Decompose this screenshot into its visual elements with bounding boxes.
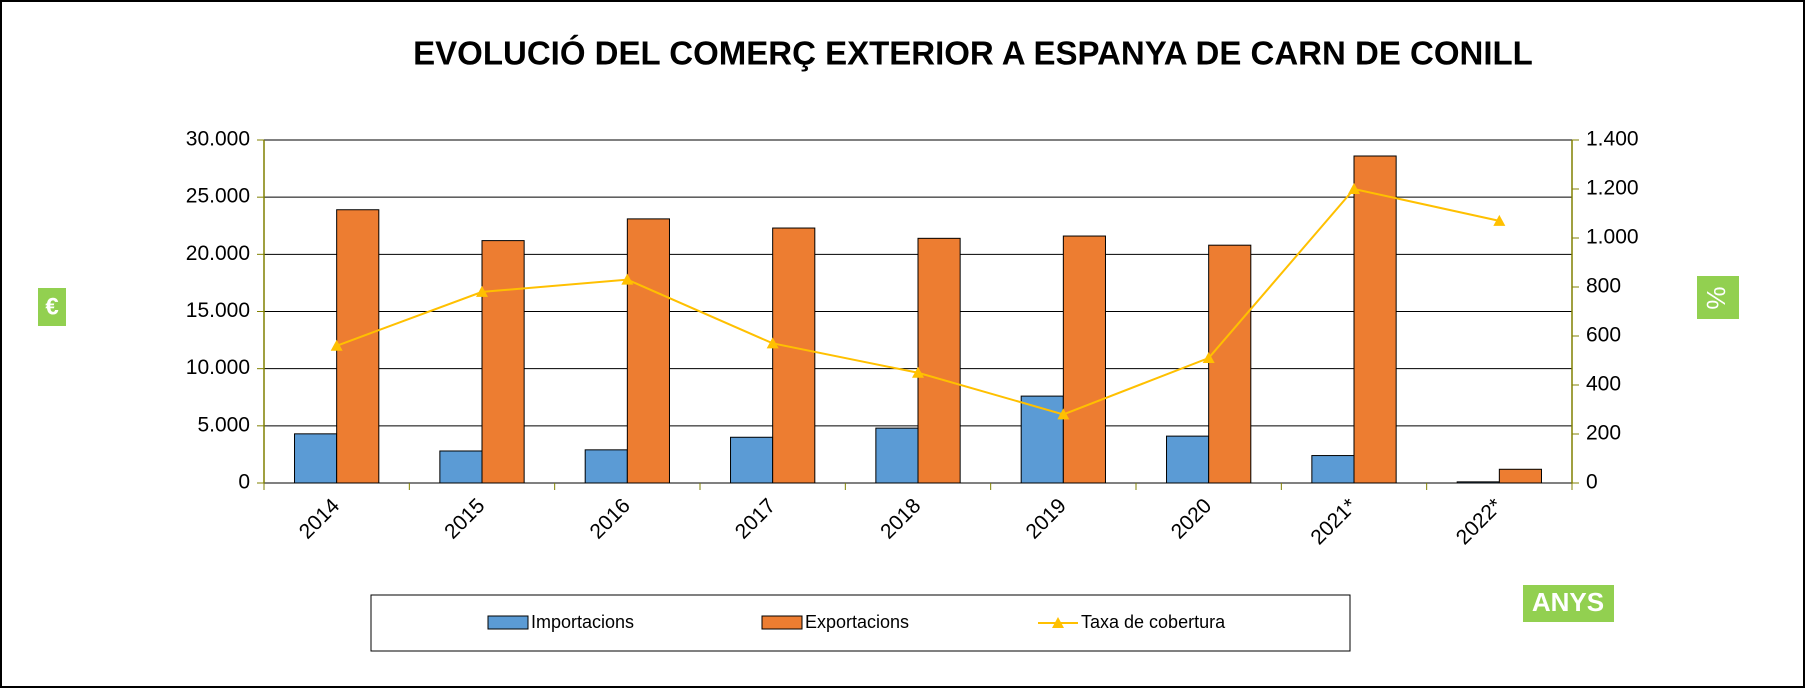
bar (1020, 395, 1064, 484)
y2-tick-label: 1.200 (1586, 177, 1639, 200)
bar (1208, 244, 1252, 484)
marker (1057, 408, 1070, 420)
y-tick-label: 20.000 (186, 242, 250, 265)
marker (330, 339, 343, 351)
y-tick-label: 25.000 (186, 185, 250, 208)
bar (481, 240, 525, 484)
bar (875, 427, 919, 484)
y-label-box (38, 288, 66, 326)
bar (439, 450, 483, 484)
bar (336, 209, 380, 484)
y2-tick-label: 800 (1586, 275, 1621, 298)
bar (584, 449, 628, 484)
legend-swatch (761, 615, 803, 630)
y2-axis-label: % (1701, 286, 1731, 309)
x-axis-label: ANYS (1532, 587, 1604, 617)
y-tick-label: 0 (238, 471, 250, 494)
y2-tick-label: 600 (1586, 324, 1621, 347)
bar (294, 433, 338, 484)
y2-tick-label: 1.400 (1586, 128, 1639, 151)
legend (370, 594, 1351, 652)
bar (1311, 455, 1355, 484)
bar (730, 436, 774, 484)
y-tick-label: 5.000 (197, 413, 250, 436)
bar (772, 227, 816, 484)
marker (621, 273, 634, 285)
marker (1493, 214, 1506, 226)
marker (912, 366, 924, 378)
y-tick-label: 15.000 (186, 299, 250, 322)
bar (1166, 435, 1210, 484)
y2-tick-label: 0 (1586, 471, 1598, 494)
y2-label-box (1697, 276, 1739, 319)
bar (917, 237, 961, 484)
chart-title: EVOLUCIÓ DEL COMERÇ EXTERIOR A ESPANYA D… (413, 35, 1533, 72)
bar (1456, 481, 1500, 484)
marker (766, 337, 779, 349)
marker (1348, 183, 1360, 194)
y-tick-label: 10.000 (186, 356, 250, 379)
legend-swatch (487, 615, 529, 630)
bar (1062, 235, 1106, 484)
y2-tick-label: 200 (1586, 422, 1621, 445)
legend-label: Taxa de cobertura (1081, 612, 1226, 632)
marker (476, 285, 488, 297)
marker (1202, 352, 1215, 364)
bar (1498, 468, 1542, 484)
bar (1353, 155, 1397, 484)
bar (626, 218, 670, 484)
legend-label: Exportacions (805, 612, 909, 632)
y2-tick-label: 400 (1586, 373, 1621, 396)
x-label-box (1523, 585, 1614, 622)
y-tick-label: 30.000 (186, 128, 250, 151)
y2-tick-label: 1.000 (1586, 226, 1639, 249)
y-axis-label: € (45, 293, 58, 320)
legend-marker (1052, 617, 1064, 628)
legend-label: Importacions (531, 612, 634, 632)
